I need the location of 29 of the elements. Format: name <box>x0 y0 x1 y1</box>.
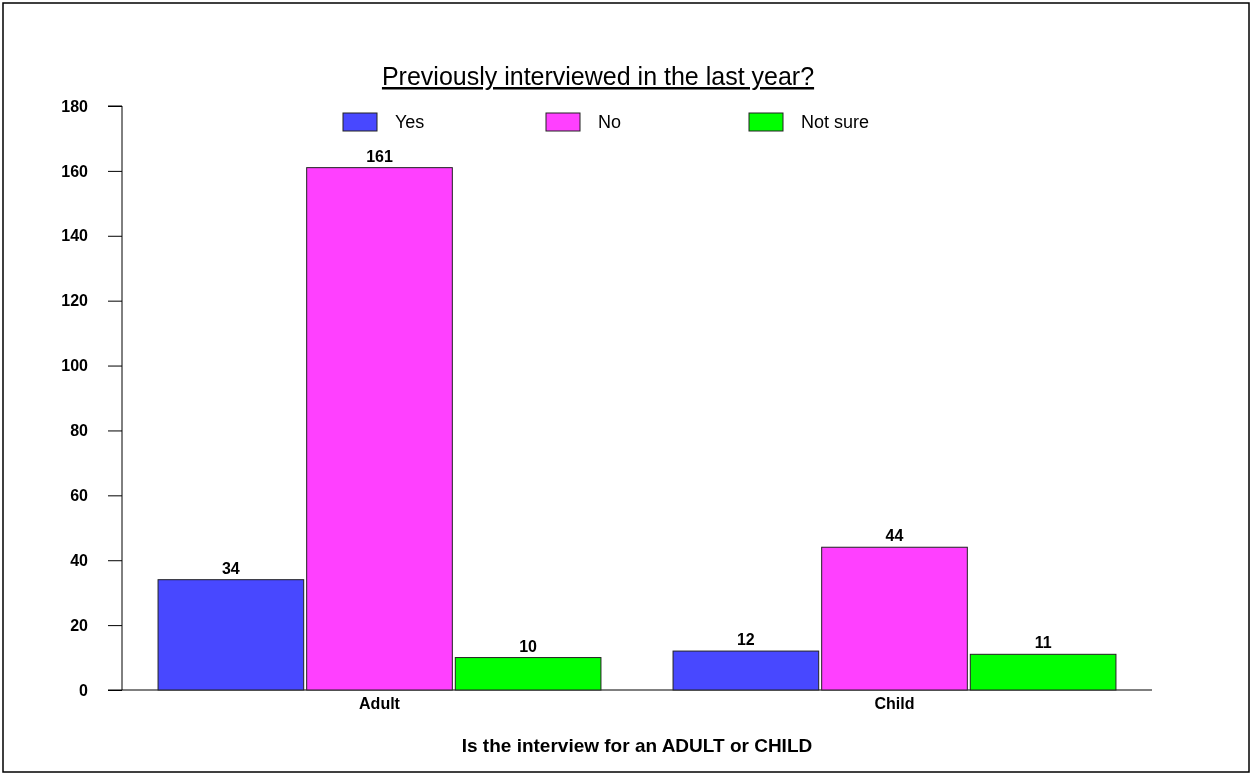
data-label: 11 <box>1034 634 1052 652</box>
y-tick-label: 80 <box>70 422 89 440</box>
y-tick-label: 60 <box>70 486 89 504</box>
y-tick-label: 40 <box>70 551 89 569</box>
y-tick-label: 120 <box>61 292 89 310</box>
y-tick-label: 100 <box>61 357 89 375</box>
bar <box>306 167 453 691</box>
bar <box>821 546 968 691</box>
y-tick-label: 180 <box>61 97 89 115</box>
y-tick-label: 0 <box>79 681 89 699</box>
legend-label: Yes <box>395 112 425 132</box>
bar <box>672 650 820 691</box>
bar <box>969 653 1117 691</box>
data-label: 34 <box>221 559 240 577</box>
data-label: 44 <box>885 527 904 545</box>
data-label: 10 <box>519 637 538 655</box>
chart-title: Previously interviewed in the last year? <box>381 62 815 90</box>
y-tick-label: 140 <box>61 227 89 245</box>
data-label: 161 <box>366 147 393 165</box>
y-tick-label: 20 <box>70 616 89 634</box>
x-axis-title: Is the interview for an ADULT or CHILD <box>461 735 813 756</box>
bar <box>157 579 305 691</box>
x-tick-label: Child <box>874 695 915 713</box>
x-tick-label: Adult <box>359 695 401 713</box>
legend-label: No <box>598 112 622 132</box>
y-tick-label: 160 <box>61 162 89 180</box>
bar <box>454 657 602 691</box>
legend-label: Not sure <box>801 112 870 132</box>
data-label: 12 <box>736 631 755 649</box>
